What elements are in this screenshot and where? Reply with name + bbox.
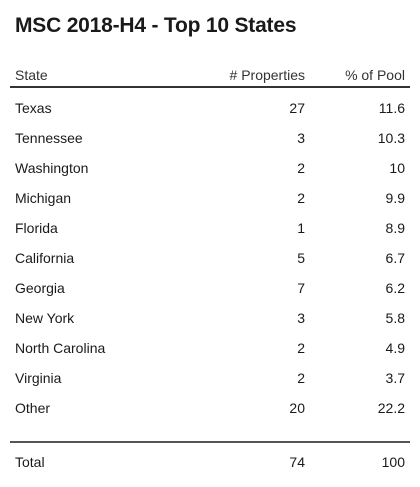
cell-state: New York	[15, 310, 75, 326]
table-row: Georgia 7 6.2	[10, 273, 410, 303]
table-row: Virginia 2 3.7	[10, 363, 410, 393]
cell-pct-of-pool: 10.3	[377, 130, 405, 146]
cell-pct-of-pool: 11.6	[378, 100, 405, 116]
total-label: Total	[15, 454, 45, 470]
table-body: Texas 27 11.6 Tennessee 3 10.3 Washington 2 10 Mi…	[10, 88, 410, 423]
header-state: State	[15, 67, 48, 83]
cell-pct-of-pool: 22.2	[377, 400, 405, 416]
page-title: MSC 2018-H4 - Top 10 States	[15, 14, 297, 37]
cell-pct-of-pool: 9.9	[385, 190, 405, 206]
cell-pct-of-pool: 5.8	[385, 310, 405, 326]
header-properties: # Properties	[229, 67, 305, 83]
table-row: Florida 1 8.9	[10, 213, 410, 243]
cell-state: California	[15, 250, 75, 266]
total-properties: 74	[289, 454, 305, 470]
cell-state: Tennessee	[15, 130, 83, 146]
table-row: New York 3 5.8	[10, 303, 410, 333]
table-row: California 5 6.7	[10, 243, 410, 273]
header-pct-of-pool: % of Pool	[345, 67, 405, 83]
cell-properties: 2	[297, 340, 305, 356]
cell-state: Washington	[15, 160, 89, 176]
cell-state: Virginia	[15, 370, 62, 386]
cell-properties: 7	[297, 280, 305, 296]
cell-properties: 3	[297, 130, 305, 146]
table-row: Other 20 22.2	[10, 393, 410, 423]
cell-pct-of-pool: 3.7	[385, 370, 405, 386]
total-divider	[10, 423, 410, 443]
cell-state: North Carolina	[15, 340, 106, 356]
states-table: State # Properties % of Pool Texas 27 11.6…	[10, 62, 410, 473]
cell-state: Michigan	[15, 190, 72, 206]
cell-state: Florida	[15, 220, 58, 236]
cell-properties: 1	[297, 220, 305, 236]
cell-properties: 2	[297, 160, 305, 176]
cell-state: Other	[15, 400, 51, 416]
table-row: Tennessee 3 10.3	[10, 123, 410, 153]
cell-properties: 3	[297, 310, 305, 326]
table-row: Michigan 2 9.9	[10, 183, 410, 213]
cell-state: Georgia	[15, 280, 65, 296]
cell-properties: 2	[297, 190, 305, 206]
cell-properties: 20	[289, 400, 305, 416]
table-row: Washington 2 10	[10, 153, 410, 183]
total-pct: 100	[381, 454, 405, 470]
cell-pct-of-pool: 4.9	[385, 340, 405, 356]
cell-pct-of-pool: 6.2	[385, 280, 405, 296]
cell-properties: 2	[297, 370, 305, 386]
cell-pct-of-pool: 6.7	[385, 250, 405, 266]
cell-properties: 5	[297, 250, 305, 266]
cell-pct-of-pool: 8.9	[385, 220, 405, 236]
table-row: Texas 27 11.6	[10, 93, 410, 123]
table-total-row: Total 74 100	[10, 443, 410, 473]
table-header-row: State # Properties % of Pool	[10, 62, 410, 88]
cell-pct-of-pool: 10	[389, 160, 405, 176]
cell-state: Texas	[15, 100, 52, 116]
cell-properties: 27	[289, 100, 305, 116]
table-row: North Carolina 2 4.9	[10, 333, 410, 363]
